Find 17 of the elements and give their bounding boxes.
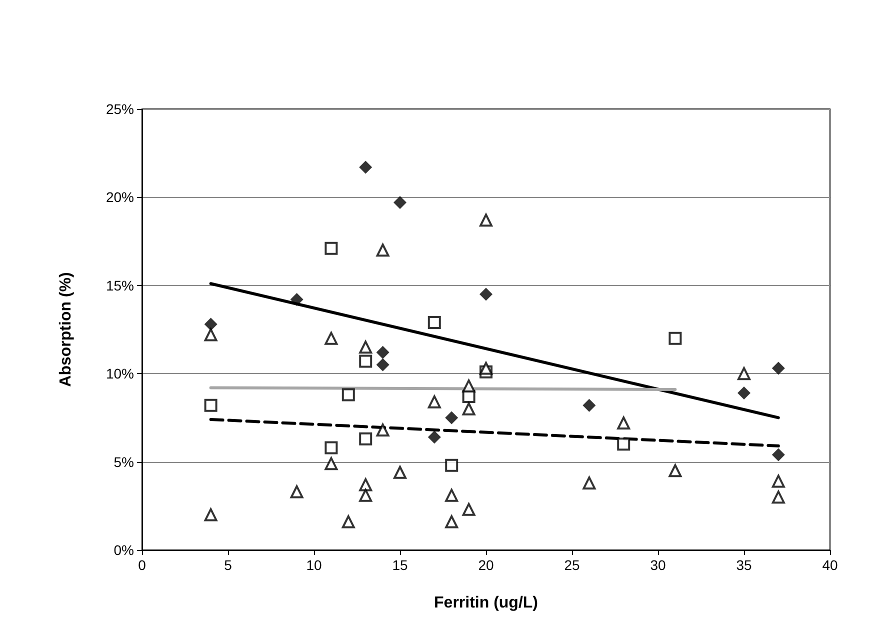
x-axis-title: Ferritin (ug/L): [434, 594, 538, 612]
y-tick-label: 10%: [106, 366, 134, 382]
y-tick-label: 15%: [106, 277, 134, 294]
x-tick-label: 15: [392, 557, 408, 573]
x-tick-label: 5: [224, 557, 232, 573]
x-tick-label: 25: [564, 557, 580, 573]
y-axis-title: Absorption (%): [58, 272, 74, 387]
x-tick-label: 0: [138, 557, 146, 573]
y-tick-label: 0%: [114, 542, 134, 558]
y-tick-label: 25%: [106, 101, 134, 117]
x-tick-label: 10: [306, 557, 322, 573]
y-tick-label: 20%: [106, 189, 134, 206]
y-tick-label: 5%: [114, 454, 134, 470]
x-tick-label: 20: [478, 557, 494, 573]
x-tick-label: 30: [650, 557, 666, 573]
x-tick-label: 40: [822, 557, 838, 573]
x-tick-label: 35: [736, 557, 752, 573]
